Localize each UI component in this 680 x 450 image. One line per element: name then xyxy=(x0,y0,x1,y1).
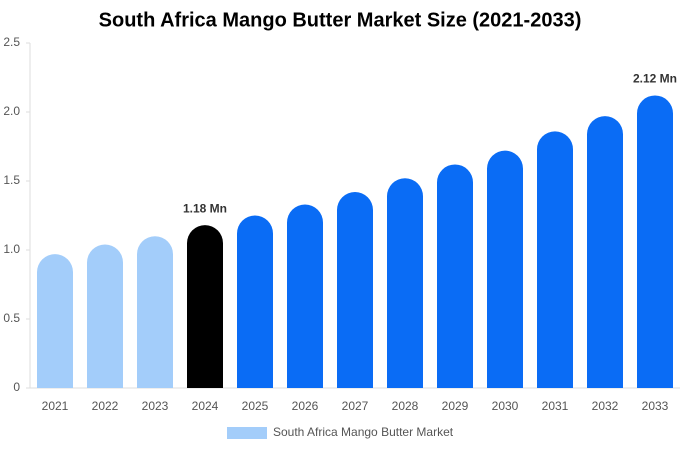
value-label: 2.12 Mn xyxy=(633,72,677,86)
x-tick-label: 2029 xyxy=(442,399,469,413)
x-tick-label: 2023 xyxy=(142,399,169,413)
y-tick-label: 0.5 xyxy=(3,311,20,325)
bar xyxy=(387,178,423,388)
bar xyxy=(187,225,223,388)
bar xyxy=(537,131,573,388)
x-tick-label: 2021 xyxy=(42,399,69,413)
y-tick-label: 2.5 xyxy=(3,35,20,49)
x-tick-label: 2031 xyxy=(542,399,569,413)
y-tick-label: 2.0 xyxy=(3,104,20,118)
x-tick-label: 2024 xyxy=(192,399,219,413)
bar xyxy=(487,150,523,388)
bar xyxy=(37,254,73,388)
bar xyxy=(337,192,373,388)
x-tick-label: 2032 xyxy=(592,399,619,413)
x-tick-label: 2027 xyxy=(342,399,369,413)
x-tick-label: 2025 xyxy=(242,399,269,413)
y-tick-label: 1.5 xyxy=(3,173,20,187)
x-tick-label: 2028 xyxy=(392,399,419,413)
x-tick-label: 2033 xyxy=(642,399,669,413)
bar xyxy=(87,244,123,388)
legend-swatch xyxy=(227,427,267,439)
value-label: 1.18 Mn xyxy=(183,201,227,215)
bar xyxy=(637,95,673,388)
x-tick-label: 2030 xyxy=(492,399,519,413)
x-tick-label: 2022 xyxy=(92,399,119,413)
bar xyxy=(437,164,473,388)
x-tick-label: 2026 xyxy=(292,399,319,413)
bar xyxy=(237,215,273,388)
bar xyxy=(137,236,173,388)
y-tick-label: 0 xyxy=(13,380,20,394)
legend-label: South Africa Mango Butter Market xyxy=(273,425,454,439)
chart-title: South Africa Mango Butter Market Size (2… xyxy=(99,9,582,31)
bar xyxy=(287,204,323,388)
y-tick-label: 1.0 xyxy=(3,242,20,256)
bar xyxy=(587,116,623,388)
